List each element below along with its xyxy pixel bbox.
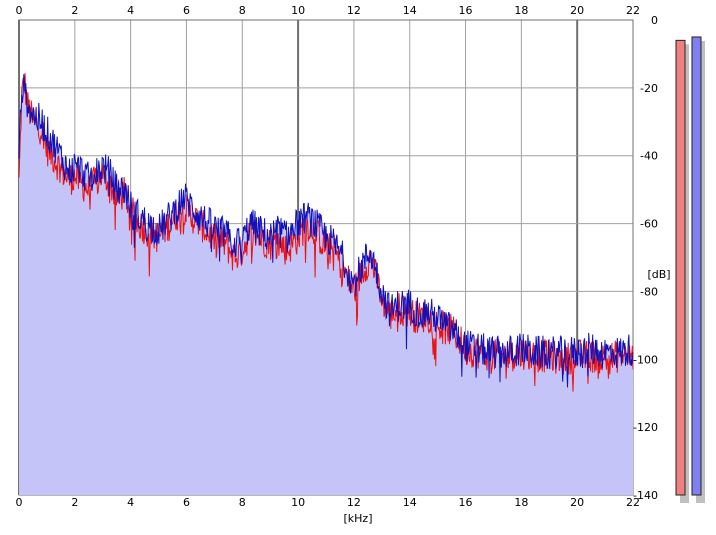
spectrum-line-right [18, 74, 634, 388]
x-tick-label-bottom: 14 [403, 496, 417, 509]
x-axis-label: [kHz] [344, 512, 373, 525]
axis-ticks: 002244668810101212141416161818202022220-… [16, 4, 659, 509]
spectrum-area [19, 73, 633, 495]
y-tick-label: -60 [640, 218, 658, 231]
x-tick-label-bottom: 16 [459, 496, 473, 509]
y-tick-label: -20 [640, 82, 658, 95]
y-tick-label: 0 [651, 14, 658, 27]
x-tick-label-top: 16 [459, 4, 473, 17]
x-tick-label-top: 14 [403, 4, 417, 17]
x-tick-label-top: 6 [183, 4, 190, 17]
x-tick-label-bottom: 0 [16, 496, 23, 509]
x-tick-label-top: 22 [626, 4, 640, 17]
x-tick-label-bottom: 2 [71, 496, 78, 509]
y-tick-label: -80 [640, 285, 658, 298]
x-tick-label-top: 18 [514, 4, 528, 17]
x-tick-label-bottom: 20 [570, 496, 584, 509]
x-tick-label-bottom: 4 [127, 496, 134, 509]
y-tick-label: -40 [640, 150, 658, 163]
x-tick-label-top: 20 [570, 4, 584, 17]
x-tick-label-bottom: 10 [291, 496, 305, 509]
y-tick-label: -100 [633, 353, 658, 366]
x-tick-label-bottom: 18 [514, 496, 528, 509]
y-axis-label: [dB] [647, 268, 670, 281]
x-tick-label-top: 8 [239, 4, 246, 17]
x-tick-label-bottom: 6 [183, 496, 190, 509]
x-tick-label-top: 12 [347, 4, 361, 17]
x-tick-label-top: 2 [71, 4, 78, 17]
x-tick-label-top: 10 [291, 4, 305, 17]
x-tick-label-bottom: 8 [239, 496, 246, 509]
x-tick-label-top: 4 [127, 4, 134, 17]
x-tick-label-bottom: 12 [347, 496, 361, 509]
level-meters [675, 36, 705, 503]
x-tick-label-top: 0 [16, 4, 23, 17]
meter-left [675, 39, 686, 496]
y-tick-label: -120 [633, 421, 658, 434]
meter-right [691, 36, 702, 496]
x-tick-label-bottom: 22 [626, 496, 640, 509]
y-tick-label: -140 [633, 489, 658, 502]
